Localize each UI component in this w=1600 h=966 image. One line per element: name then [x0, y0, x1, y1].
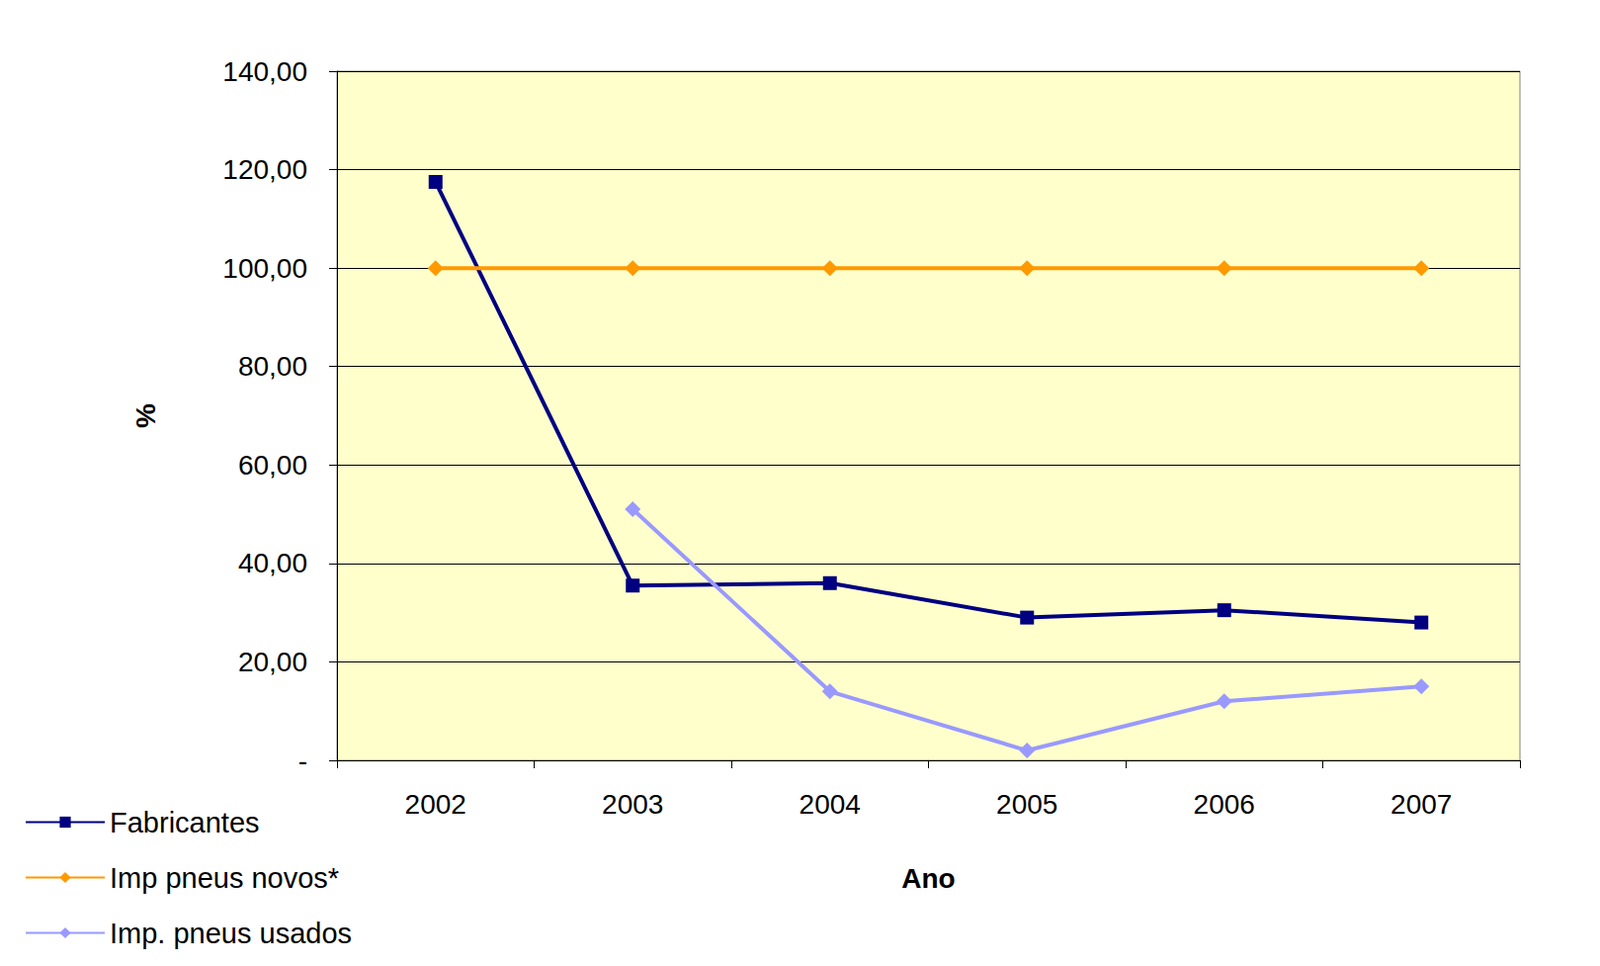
svg-text:2007: 2007 [1390, 788, 1452, 820]
svg-text:80,00: 80,00 [238, 350, 308, 382]
svg-text:Fabricantes: Fabricantes [109, 806, 260, 839]
svg-text:140,00: 140,00 [222, 56, 308, 87]
svg-text:2003: 2003 [601, 788, 664, 820]
svg-text:Imp. pneus usados: Imp. pneus usados [109, 917, 352, 949]
svg-text:2005: 2005 [996, 788, 1058, 820]
svg-text:-: - [298, 745, 308, 776]
svg-text:20,00: 20,00 [238, 646, 308, 677]
svg-text:2004: 2004 [799, 788, 861, 820]
svg-text:2002: 2002 [405, 788, 467, 820]
svg-text:Ano: Ano [901, 862, 955, 894]
svg-text:%: % [130, 403, 162, 428]
svg-text:60,00: 60,00 [238, 449, 308, 481]
svg-text:2006: 2006 [1193, 788, 1256, 820]
svg-text:120,00: 120,00 [222, 154, 308, 185]
svg-text:40,00: 40,00 [238, 547, 308, 579]
svg-text:100,00: 100,00 [222, 252, 308, 284]
svg-text:Imp pneus novos*: Imp pneus novos* [109, 861, 339, 894]
